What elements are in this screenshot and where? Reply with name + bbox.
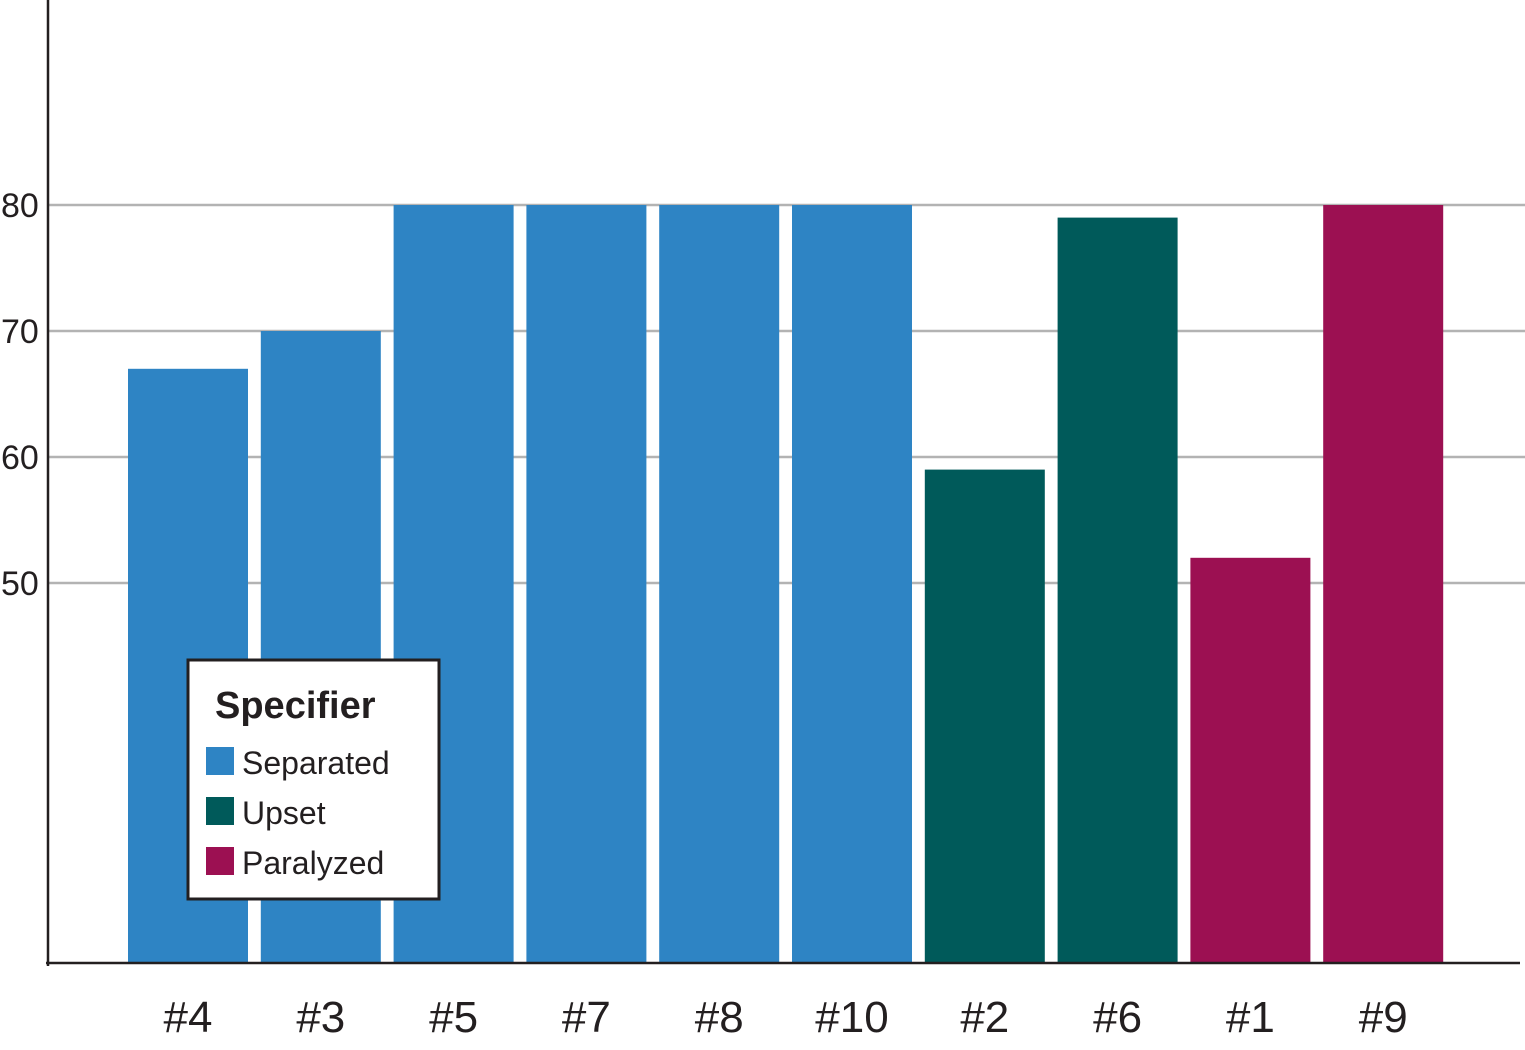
legend-label-upset: Upset <box>242 795 326 831</box>
y-tick-label: 70 <box>1 313 39 351</box>
legend-swatch-paralyzed <box>206 847 234 875</box>
legend-swatch-separated <box>206 747 234 775</box>
legend-swatch-upset <box>206 797 234 825</box>
x-axis-ticks: #4 #3 #5 #7 #8 #10 #2 #6 #1 #9 <box>164 993 1408 1042</box>
bar-n2 <box>924 469 1045 963</box>
bar-n6 <box>1057 217 1178 964</box>
x-tick-label: #2 <box>960 993 1009 1042</box>
axes <box>46 0 1520 966</box>
y-tick-label: 60 <box>1 439 39 477</box>
bars <box>128 205 1444 964</box>
x-tick-label: #1 <box>1226 993 1275 1042</box>
legend: Specifier Separated Upset Paralyzed <box>186 658 441 901</box>
y-tick-label: 80 <box>1 187 39 225</box>
legend-label-paralyzed: Paralyzed <box>242 845 384 881</box>
x-tick-label: #3 <box>296 993 345 1042</box>
bar-n7 <box>526 205 647 963</box>
bar-n10 <box>792 205 912 963</box>
x-tick-label: #8 <box>695 993 744 1042</box>
bar-n1 <box>1190 557 1311 963</box>
legend-title: Specifier <box>215 685 376 727</box>
bar-n8 <box>659 205 780 963</box>
x-tick-label: #5 <box>429 993 478 1042</box>
x-tick-label: #6 <box>1093 993 1142 1042</box>
legend-label-separated: Separated <box>242 745 390 781</box>
x-tick-label: #10 <box>815 993 888 1042</box>
bar-n9 <box>1323 205 1444 963</box>
x-tick-label: #7 <box>562 993 611 1042</box>
x-tick-label: #4 <box>164 993 213 1042</box>
x-tick-label: #9 <box>1359 993 1408 1042</box>
y-tick-label: 50 <box>1 565 39 603</box>
y-axis-ticks: 50 60 70 80 <box>1 187 39 603</box>
